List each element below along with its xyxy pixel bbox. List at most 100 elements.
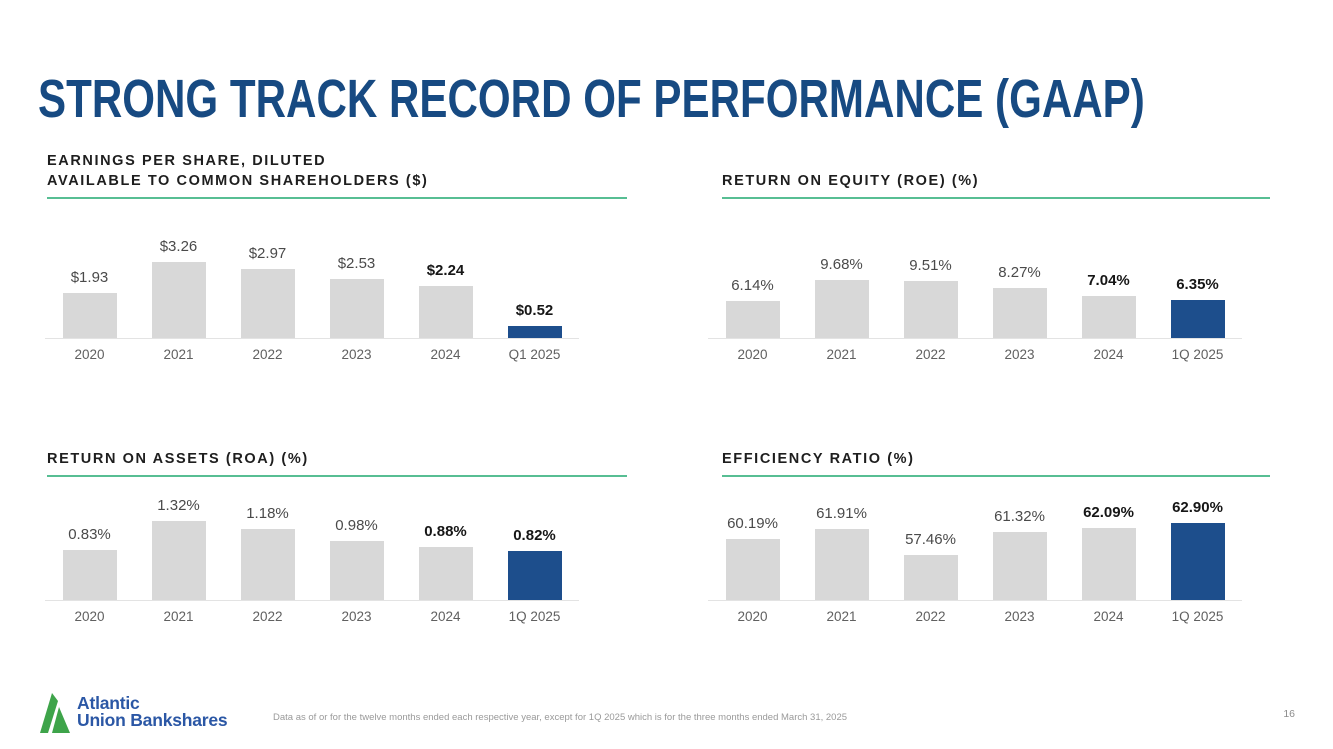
chart-column: 7.04% bbox=[1064, 256, 1153, 338]
x-axis-label: 2024 bbox=[1093, 609, 1124, 624]
chart-column: 6.35% bbox=[1153, 256, 1242, 338]
bar-2024 bbox=[418, 547, 473, 600]
x-axis-labels: 2020 2021 2022 2023 2024 1Q 2025 bbox=[708, 347, 1256, 362]
x-axis-line bbox=[45, 600, 579, 601]
x-axis-label: 2022 bbox=[252, 609, 283, 624]
bar-2020 bbox=[62, 550, 117, 600]
x-axis-label: 2024 bbox=[1093, 347, 1124, 362]
bar-value-label: 61.91% bbox=[816, 504, 867, 522]
chart-column: 62.90% bbox=[1153, 499, 1242, 600]
chart-column: 9.51% bbox=[886, 256, 975, 338]
bar-value-label: 0.98% bbox=[335, 517, 378, 535]
chart-column: 0.82% bbox=[490, 497, 579, 600]
bar-value-label: $0.52 bbox=[515, 301, 554, 319]
bar-2023 bbox=[992, 532, 1047, 600]
x-axis-labels: 2020 2021 2022 2023 2024 1Q 2025 bbox=[708, 609, 1256, 624]
bar-value-label: $2.24 bbox=[426, 261, 465, 279]
logo-mountain-icon bbox=[40, 693, 70, 733]
bar-2024 bbox=[1081, 527, 1136, 600]
chart-title-roa: RETURN ON ASSETS (ROA) (%) bbox=[47, 423, 627, 477]
x-axis-label: 2022 bbox=[915, 609, 946, 624]
bar-value-label: 61.32% bbox=[994, 508, 1045, 526]
x-axis-labels: 2020 2021 2022 2023 2024 1Q 2025 bbox=[45, 609, 625, 624]
chart-column: 57.46% bbox=[886, 499, 975, 600]
bar-2022 bbox=[903, 280, 958, 338]
chart-column: $2.53 bbox=[312, 238, 401, 338]
chart-panel-roe: RETURN ON EQUITY (ROE) (%) 6.14% 9.68% 9.5… bbox=[708, 145, 1270, 362]
bar-group: 0.83% 1.32% 1.18% 0.98% 0.88% 0.82% bbox=[45, 497, 579, 600]
chart-title-line: EFFICIENCY RATIO (%) bbox=[722, 451, 915, 467]
chart-plot-roe: 6.14% 9.68% 9.51% 8.27% 7.04% 6.35% bbox=[708, 199, 1270, 339]
bar-value-label: 0.83% bbox=[68, 526, 111, 544]
chart-column: 0.98% bbox=[312, 497, 401, 600]
bar-2024 bbox=[418, 285, 473, 338]
chart-column: 6.14% bbox=[708, 256, 797, 338]
chart-title-eps: EARNINGS PER SHARE, DILUTED AVAILABLE TO … bbox=[47, 145, 627, 199]
bar-value-label: $1.93 bbox=[70, 269, 109, 286]
chart-column: 1.18% bbox=[223, 497, 312, 600]
chart-title-efficiency: EFFICIENCY RATIO (%) bbox=[722, 423, 1270, 477]
bar-2021 bbox=[151, 520, 206, 600]
logo-wordmark: Atlantic Union Bankshares bbox=[77, 694, 228, 730]
slide-title: STRONG TRACK RECORD OF PERFORMANCE (GAAP… bbox=[38, 69, 1145, 130]
chart-panel-efficiency: EFFICIENCY RATIO (%) 60.19% 61.91% 57.46% 6… bbox=[708, 423, 1270, 624]
bar-2021 bbox=[814, 279, 869, 338]
x-axis-label: 2020 bbox=[737, 347, 768, 362]
chart-column: 1.32% bbox=[134, 497, 223, 600]
x-axis-label: 2021 bbox=[826, 347, 857, 362]
bar-2023 bbox=[329, 279, 384, 338]
x-axis-label: 2022 bbox=[252, 347, 283, 362]
bar-value-label: $2.53 bbox=[337, 255, 376, 272]
bar-group: 6.14% 9.68% 9.51% 8.27% 7.04% 6.35% bbox=[708, 256, 1242, 338]
chart-column: $1.93 bbox=[45, 238, 134, 338]
bar-group: 60.19% 61.91% 57.46% 61.32% 62.09% 62.90% bbox=[708, 499, 1242, 600]
bar-1q-2025 bbox=[1170, 299, 1225, 338]
chart-column: 62.09% bbox=[1064, 499, 1153, 600]
bar-value-label: 1.32% bbox=[157, 496, 200, 514]
x-axis-label: 2024 bbox=[430, 609, 461, 624]
x-axis-label: 1Q 2025 bbox=[1171, 347, 1224, 362]
bar-2021 bbox=[814, 528, 869, 600]
bar-value-label: 6.35% bbox=[1176, 275, 1219, 293]
bar-2021 bbox=[151, 261, 206, 338]
chart-column: 8.27% bbox=[975, 256, 1064, 338]
bar-value-label: 8.27% bbox=[998, 264, 1041, 282]
bar-2020 bbox=[62, 293, 117, 338]
bar-1q-2025 bbox=[507, 550, 562, 600]
bar-value-label: 1.18% bbox=[246, 505, 289, 523]
page-number: 16 bbox=[1283, 708, 1295, 720]
bar-group: $1.93 $3.26 $2.97 $2.53 $2.24 $0.52 bbox=[45, 238, 579, 338]
chart-title-roe: RETURN ON EQUITY (ROE) (%) bbox=[722, 145, 1270, 199]
x-axis-label: 2023 bbox=[1004, 609, 1035, 624]
chart-panel-roa: RETURN ON ASSETS (ROA) (%) 0.83% 1.32% 1.1… bbox=[45, 423, 627, 624]
bar-2024 bbox=[1081, 295, 1136, 338]
logo-line-2: Union Bankshares bbox=[77, 710, 228, 730]
chart-title-line: RETURN ON ASSETS (ROA) (%) bbox=[47, 451, 309, 467]
x-axis-line bbox=[45, 338, 579, 339]
x-axis-label: 2020 bbox=[74, 609, 105, 624]
data-footnote: Data as of or for the twelve months ende… bbox=[273, 712, 848, 723]
chart-column: 61.32% bbox=[975, 499, 1064, 600]
x-axis-label: 2020 bbox=[737, 609, 768, 624]
bar-value-label: 7.04% bbox=[1087, 271, 1130, 289]
chart-column: 9.68% bbox=[797, 256, 886, 338]
chart-column: $2.97 bbox=[223, 238, 312, 338]
bar-2023 bbox=[329, 541, 384, 600]
x-axis-label: 2020 bbox=[74, 347, 105, 362]
chart-column: $2.24 bbox=[401, 238, 490, 338]
x-axis-label: 2021 bbox=[826, 609, 857, 624]
bar-q1-2025 bbox=[507, 325, 562, 338]
bar-value-label: 57.46% bbox=[905, 531, 956, 549]
x-axis-label: 2021 bbox=[163, 609, 194, 624]
chart-plot-eps: $1.93 $3.26 $2.97 $2.53 $2.24 $0.52 bbox=[45, 199, 627, 339]
chart-column: 0.83% bbox=[45, 497, 134, 600]
bar-value-label: 60.19% bbox=[727, 514, 778, 532]
chart-column: $0.52 bbox=[490, 238, 579, 338]
company-logo: Atlantic Union Bankshares bbox=[40, 691, 228, 733]
x-axis-label: 2021 bbox=[163, 347, 194, 362]
chart-title-line: RETURN ON EQUITY (ROE) (%) bbox=[722, 173, 980, 189]
x-axis-label: 2024 bbox=[430, 347, 461, 362]
bar-value-label: 62.90% bbox=[1172, 498, 1223, 516]
bar-value-label: $2.97 bbox=[248, 244, 287, 262]
